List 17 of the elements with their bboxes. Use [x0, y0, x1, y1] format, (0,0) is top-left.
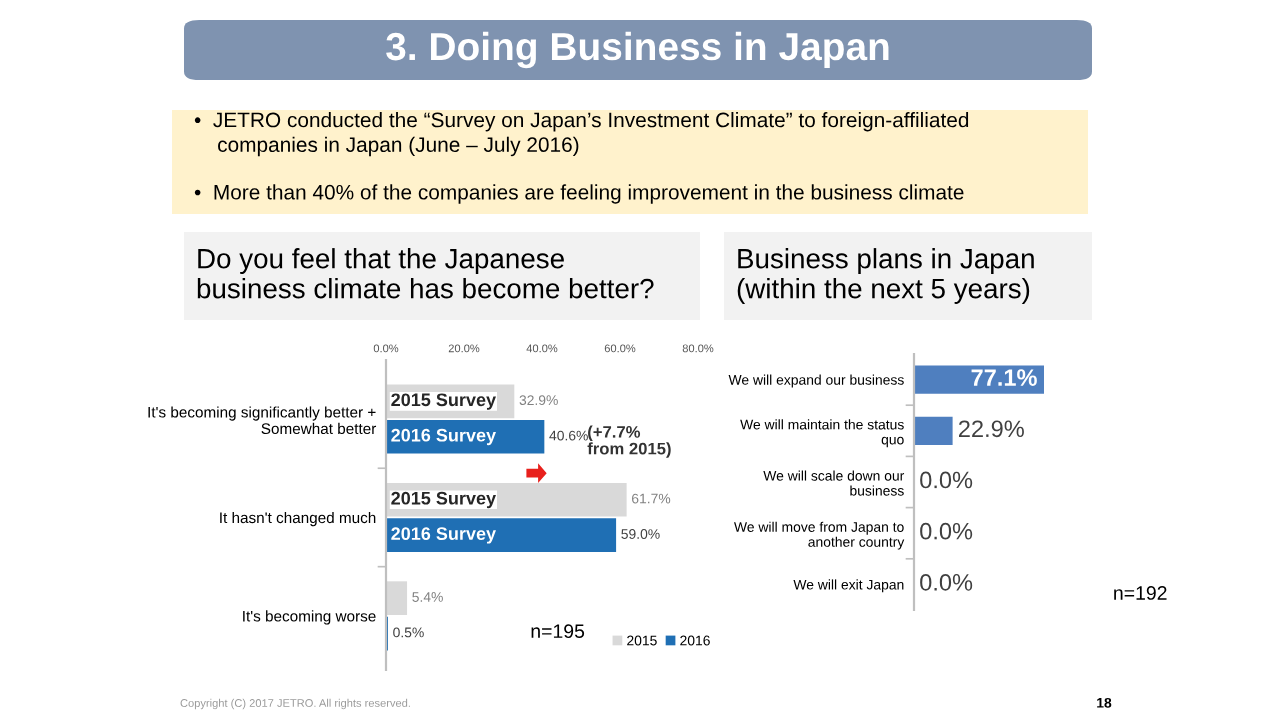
data-label: 0.0% [920, 574, 973, 591]
annotation: 2016 Survey [391, 527, 496, 544]
chart-title: Business plans in Japan (within the next 5 years) [737, 248, 1034, 304]
annotation: 2016 Survey [391, 428, 496, 446]
data-label: 0.0% [920, 522, 973, 540]
annotation: n=195 [531, 624, 585, 639]
data-label: 0.0% [920, 471, 973, 489]
annotation: (+7.7% from 2015) [587, 425, 671, 458]
text: n=192 [1114, 586, 1167, 600]
text: • More than 40% of the companies are feeling improvement in the business climate [194, 184, 964, 204]
text: • JETRO conducted the “Survey on Japan’s Investment Climate” to foreign-affiliated companies in Japan (June – July 2016) [194, 112, 969, 157]
text: 3. Doing Business in Japan [386, 31, 889, 69]
annotation: 2015 Survey [391, 491, 496, 509]
data-label: 77.1% [971, 369, 1037, 386]
data-label: 22.9% [959, 420, 1024, 438]
chart-title: Do you feel that the Japanese business climate has become better? [197, 248, 654, 299]
annotation: 2015 Survey [391, 393, 496, 410]
